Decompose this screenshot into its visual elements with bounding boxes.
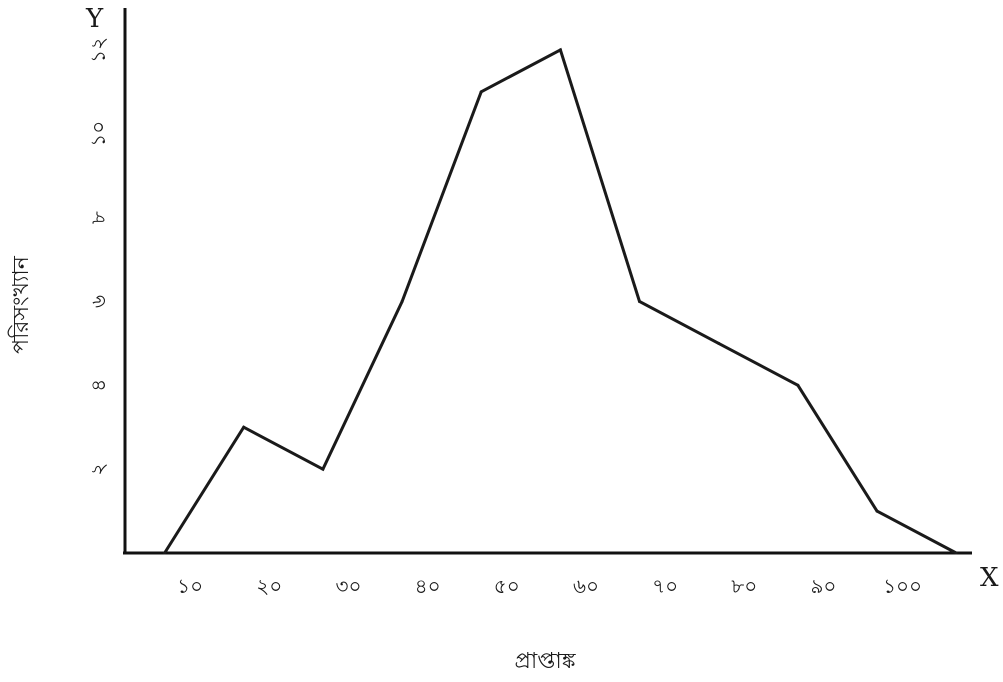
data-point [717, 341, 721, 345]
x-tick-label: ৭০ [652, 574, 678, 598]
x-axis-letter: X [980, 563, 999, 593]
x-tick-label: ৪০ [415, 574, 441, 598]
x-tick-label: ১০ [177, 574, 203, 598]
x-tick-label: ২০ [256, 574, 282, 598]
data-point [479, 90, 483, 94]
data-point [638, 299, 642, 303]
y-tick-label: ৪ [86, 379, 110, 392]
x-tick-label: ৬০ [573, 574, 599, 598]
data-point [321, 467, 325, 471]
data-point [242, 425, 246, 429]
y-tick-labels: ২ ৪ ৬ ৮ ১০ ১২ [86, 37, 110, 476]
y-tick-label: ১২ [86, 37, 110, 63]
y-tick-label: ৮ [86, 211, 110, 224]
y-tick-label: ১০ [86, 121, 110, 147]
data-point [954, 551, 958, 555]
x-tick-label: ৮০ [731, 574, 757, 598]
data-point [558, 48, 562, 52]
frequency-series-line [163, 47, 957, 555]
y-tick-label: ৬ [86, 295, 110, 308]
x-axis-title: প্রাপ্তাঙ্ক [514, 649, 576, 674]
data-points [163, 48, 958, 555]
data-point [796, 383, 800, 387]
y-axis-title: পরিসংখ্যান [8, 255, 34, 354]
data-point [400, 299, 404, 303]
y-axis-letter: Y [85, 4, 104, 34]
y-tick-label: ২ [86, 463, 110, 476]
x-tick-label: ১০০ [883, 574, 922, 598]
x-tick-labels: ১০ ২০ ৩০ ৪০ ৫০ ৬০ ৭০ ৮০ ৯০ ১০০ [177, 574, 922, 598]
x-tick-label: ৯০ [810, 574, 836, 598]
x-tick-label: ৫০ [494, 574, 520, 598]
data-point [163, 551, 167, 555]
x-tick-label: ৩০ [335, 574, 361, 598]
data-point [875, 509, 879, 513]
